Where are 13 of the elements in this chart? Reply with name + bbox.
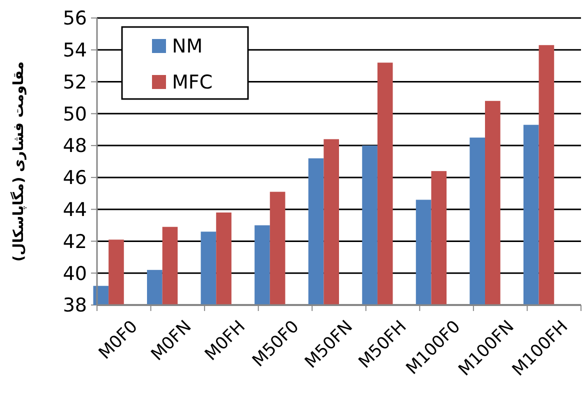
legend-label: MFC <box>172 72 213 94</box>
y-tick-label: 42 <box>62 230 87 253</box>
y-tick-label: 38 <box>62 294 87 317</box>
y-tick-label: 46 <box>62 167 87 190</box>
y-tick-label: 40 <box>62 262 87 285</box>
y-axis-title: مقاومت فشاری (مگاپاسکال) <box>10 61 27 262</box>
y-tick-label: 44 <box>62 198 87 221</box>
y-tick-label: 52 <box>62 71 87 94</box>
y-tick-label: 48 <box>62 135 87 158</box>
y-tick-label: 50 <box>62 103 87 126</box>
y-tick-label: 56 <box>62 8 87 30</box>
y-tick-label: 54 <box>62 40 87 62</box>
legend-label: NM <box>172 36 203 58</box>
